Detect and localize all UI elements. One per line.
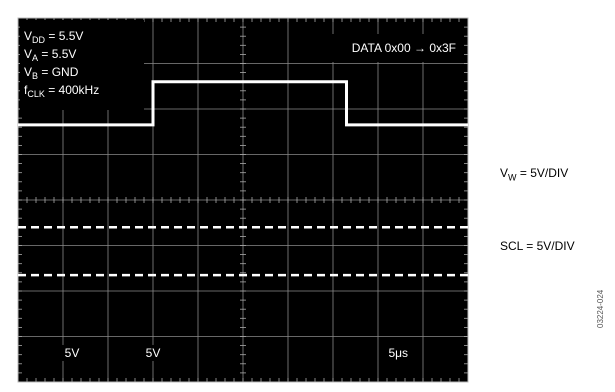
channel-label-vw: VW = 5V/DIV: [500, 166, 569, 183]
condition-fclk: fCLK = 400kHz: [24, 83, 99, 99]
scale-label-backdrop: [57, 344, 87, 361]
figure-code: 03224-024: [596, 289, 605, 328]
condition-va: VA = 5.5V: [24, 47, 76, 63]
scale-label: 5V: [65, 346, 80, 360]
annotation-box: DATA 0x00 → 0x3F: [300, 34, 464, 62]
channel-label-scl: SCL = 5V/DIV: [500, 239, 575, 253]
scale-labels: 5V 5V 5μs: [57, 344, 414, 361]
scale-label: 5V: [146, 346, 161, 360]
scale-label-backdrop: [138, 344, 168, 361]
scale-label: 5μs: [388, 346, 408, 360]
condition-vb: VB = GND: [24, 65, 79, 81]
data-annotation: DATA 0x00 → 0x3F: [352, 41, 456, 55]
trace-vw: [18, 80, 468, 127]
conditions-box: VDD = 5.5V VA = 5.5V VB = GND fCLK = 400…: [20, 20, 144, 110]
scale-label-backdrop: [383, 344, 414, 361]
condition-vdd: VDD = 5.5V: [24, 29, 83, 45]
traces: [18, 80, 468, 277]
